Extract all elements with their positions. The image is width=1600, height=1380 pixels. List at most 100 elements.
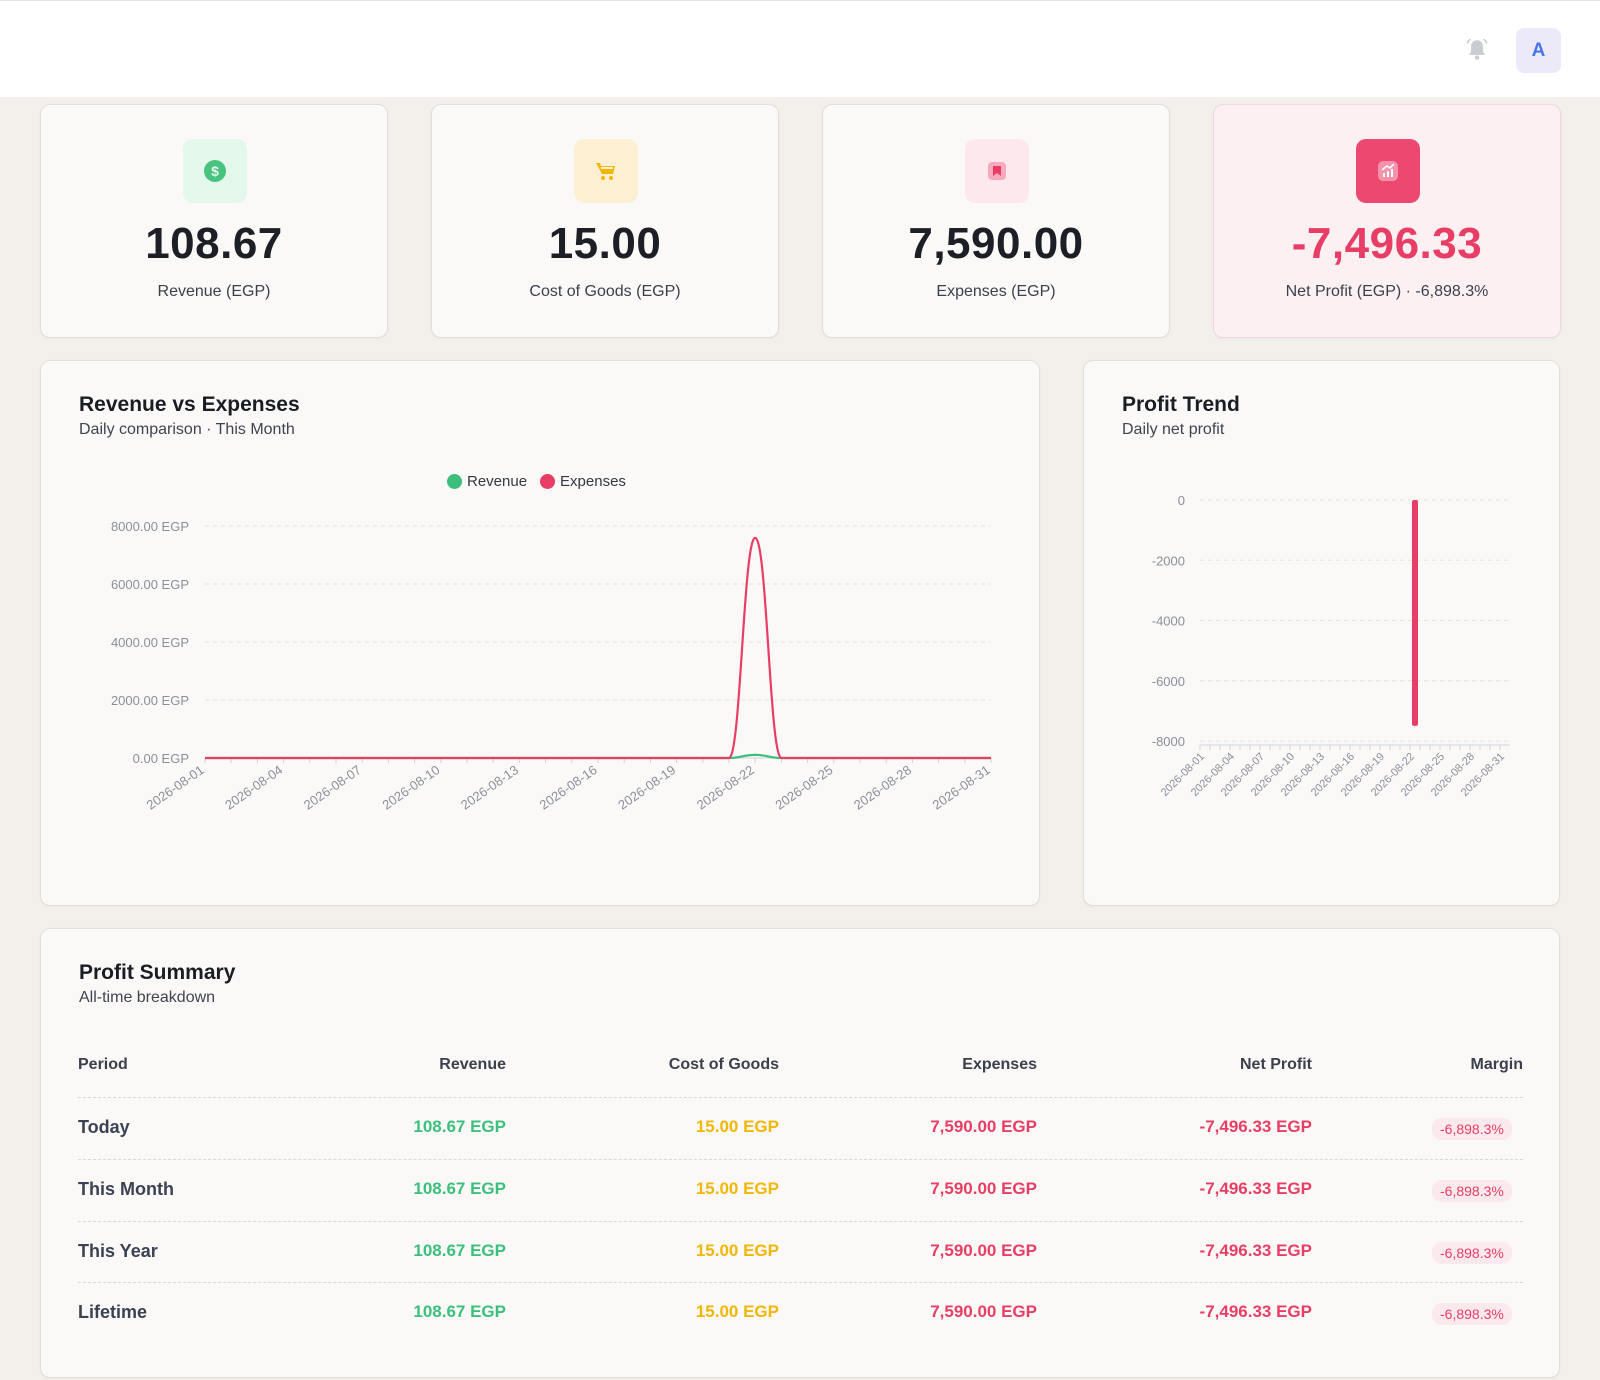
cell-period: Lifetime xyxy=(78,1302,148,1322)
data-point-expenses[interactable] xyxy=(334,756,338,760)
legend-item-revenue[interactable]: Revenue xyxy=(447,473,527,490)
y-tick-label: 6000.00 EGP xyxy=(111,577,189,592)
data-point-expenses[interactable] xyxy=(675,756,679,760)
svg-text:$: $ xyxy=(211,163,219,179)
column-header-period[interactable]: Period xyxy=(78,1056,128,1073)
margin-badge: -6,898.3% xyxy=(1432,1303,1512,1325)
series-line-expenses[interactable] xyxy=(205,536,991,760)
panel-title: Profit Summary xyxy=(79,961,236,984)
cell-revenue: 108.67 EGP xyxy=(413,1241,506,1260)
data-point-expenses[interactable] xyxy=(596,756,600,760)
row-divider xyxy=(78,1282,1523,1283)
bell-icon[interactable] xyxy=(1464,37,1490,63)
cogs-stat-card: 15.00 Cost of Goods (EGP) xyxy=(431,104,779,338)
cell-period: This Year xyxy=(78,1241,158,1261)
row-divider xyxy=(78,1159,1523,1160)
x-tick-label: 2026-08-13 xyxy=(458,762,521,812)
y-tick-label: 8000.00 EGP xyxy=(111,519,189,534)
cell-cogs: 15.00 EGP xyxy=(695,1179,779,1198)
y-tick-label: 0.00 EGP xyxy=(133,751,189,766)
cell-revenue: 108.67 EGP xyxy=(413,1179,506,1198)
stat-value: 7,590.00 xyxy=(908,219,1084,268)
data-point-expenses[interactable] xyxy=(255,756,259,760)
data-point-expenses[interactable] xyxy=(570,756,574,760)
data-point-expenses[interactable] xyxy=(832,756,836,760)
receipt-icon xyxy=(965,139,1029,203)
data-point-expenses[interactable] xyxy=(622,756,626,760)
column-header-net-profit[interactable]: Net Profit xyxy=(1240,1056,1312,1073)
expenses-stat-card: 7,590.00 Expenses (EGP) xyxy=(822,104,1170,338)
column-header-margin[interactable]: Margin xyxy=(1470,1056,1523,1073)
x-tick-label: 2026-08-16 xyxy=(537,762,600,812)
profit-bar[interactable] xyxy=(1412,500,1418,726)
data-point-expenses[interactable] xyxy=(491,756,495,760)
data-point-expenses[interactable] xyxy=(753,536,757,540)
x-tick-label: 2026-08-25 xyxy=(772,762,835,812)
data-point-expenses[interactable] xyxy=(439,756,443,760)
data-point-expenses[interactable] xyxy=(386,756,390,760)
x-tick-label: 2026-08-07 xyxy=(301,762,364,812)
cell-net-profit: -7,496.33 EGP xyxy=(1199,1302,1312,1321)
top-bar: A xyxy=(0,0,1600,97)
stat-value: 15.00 xyxy=(548,219,662,268)
y-tick-label: 2000.00 EGP xyxy=(111,693,189,708)
data-point-expenses[interactable] xyxy=(544,756,548,760)
stat-label: Cost of Goods (EGP) xyxy=(529,283,681,300)
x-tick-label: 2026-08-28 xyxy=(851,762,914,812)
stat-label: Net Profit (EGP) · -6,898.3% xyxy=(1285,283,1489,300)
data-point-expenses[interactable] xyxy=(229,756,233,760)
column-header-expenses[interactable]: Expenses xyxy=(962,1056,1037,1073)
revenue-stat-card: $ 108.67 Revenue (EGP) xyxy=(40,104,388,338)
data-point-expenses[interactable] xyxy=(282,756,286,760)
avatar[interactable]: A xyxy=(1516,28,1561,73)
data-point-expenses[interactable] xyxy=(963,756,967,760)
data-point-expenses[interactable] xyxy=(910,756,914,760)
profit-trend-panel: Profit Trend Daily net profit 0 -2000 -400… xyxy=(1083,360,1560,906)
profit-trend-chart: 0-2000-4000-6000-80002026-08-012026-08-0… xyxy=(1152,493,1510,799)
data-point-expenses[interactable] xyxy=(779,756,783,760)
data-point-expenses[interactable] xyxy=(884,756,888,760)
data-point-expenses[interactable] xyxy=(517,756,521,760)
cell-expenses: 7,590.00 EGP xyxy=(930,1302,1037,1321)
data-point-expenses[interactable] xyxy=(937,756,941,760)
data-point-expenses[interactable] xyxy=(465,756,469,760)
panel-title: Revenue vs Expenses xyxy=(79,393,300,416)
chart-legend: Revenue Expenses xyxy=(447,473,639,490)
row-divider xyxy=(78,1221,1523,1222)
legend-label: Revenue xyxy=(467,473,528,490)
panel-title: Profit Trend xyxy=(1122,393,1240,416)
panel-subtitle: Daily comparison · This Month xyxy=(79,421,295,438)
column-header-revenue[interactable]: Revenue xyxy=(439,1056,506,1073)
data-point-expenses[interactable] xyxy=(648,756,652,760)
net-profit-stat-card: -7,496.33 Net Profit (EGP) · -6,898.3% xyxy=(1213,104,1561,338)
data-point-expenses[interactable] xyxy=(203,756,207,760)
cell-period: This Month xyxy=(78,1179,174,1199)
x-tick-label: 2026-08-04 xyxy=(222,762,285,812)
data-point-expenses[interactable] xyxy=(989,756,993,760)
column-header-cogs[interactable]: Cost of Goods xyxy=(668,1056,779,1073)
data-point-expenses[interactable] xyxy=(413,756,417,760)
cell-cogs: 15.00 EGP xyxy=(695,1302,779,1321)
cell-net-profit: -7,496.33 EGP xyxy=(1199,1241,1312,1260)
cell-expenses: 7,590.00 EGP xyxy=(930,1117,1037,1136)
data-point-expenses[interactable] xyxy=(701,756,705,760)
data-point-expenses[interactable] xyxy=(806,756,810,760)
panel-subtitle: Daily net profit xyxy=(1122,421,1225,438)
legend-item-expenses[interactable]: Expenses xyxy=(540,473,626,490)
x-tick-label: 2026-08-10 xyxy=(379,762,442,812)
x-tick-label: 2026-08-01 xyxy=(144,762,207,812)
y-tick-label: -2000 xyxy=(1152,553,1185,568)
stat-label: Revenue (EGP) xyxy=(157,283,271,300)
row-divider xyxy=(78,1097,1523,1098)
margin-badge: -6,898.3% xyxy=(1432,1242,1512,1264)
x-tick-label: 2026-08-22 xyxy=(694,762,757,812)
y-tick-label: 4000.00 EGP xyxy=(111,635,189,650)
cell-revenue: 108.67 EGP xyxy=(413,1117,506,1136)
data-point-revenue[interactable] xyxy=(753,753,757,757)
data-point-expenses[interactable] xyxy=(360,756,364,760)
data-point-expenses[interactable] xyxy=(858,756,862,760)
data-point-expenses[interactable] xyxy=(308,756,312,760)
legend-label: Expenses xyxy=(560,473,626,490)
data-point-expenses[interactable] xyxy=(727,756,731,760)
stat-value: 108.67 xyxy=(145,219,283,268)
